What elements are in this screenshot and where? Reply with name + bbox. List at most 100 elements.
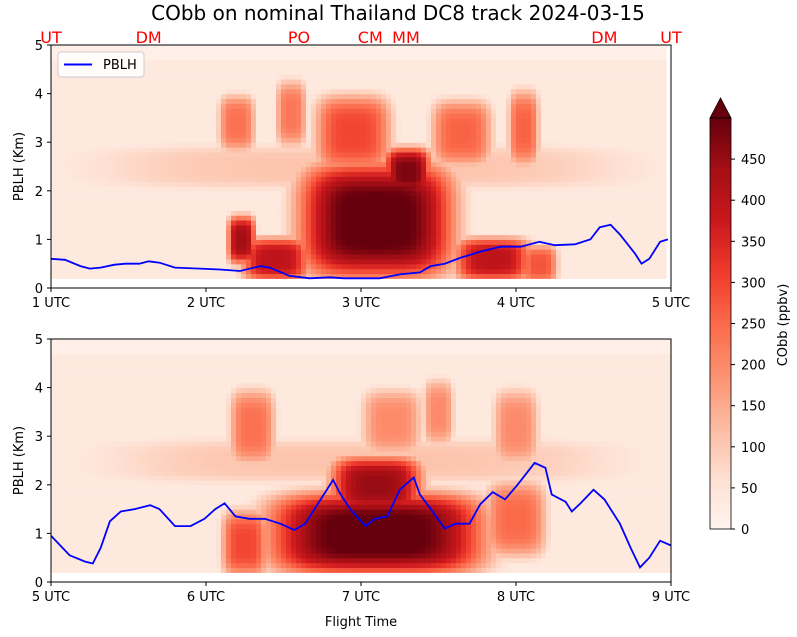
heatmap-cell [401, 74, 407, 80]
heatmap-cell [346, 93, 352, 100]
heatmap-cell [341, 224, 347, 231]
heatmap-cell [286, 253, 292, 260]
heatmap-cell [196, 161, 202, 168]
heatmap-cell [361, 239, 367, 245]
heatmap-cell [486, 185, 492, 192]
heatmap-cell [466, 268, 472, 275]
heatmap-cell [536, 64, 542, 70]
heatmap-cell [271, 113, 277, 119]
heatmap-cell [341, 132, 347, 138]
heatmap-cell [281, 195, 287, 202]
heatmap-cell [386, 171, 392, 177]
heatmap-cell [111, 161, 117, 168]
heatmap-cell [171, 176, 177, 182]
heatmap-cell [561, 132, 567, 138]
heatmap-cell [501, 161, 507, 168]
heatmap-cell [61, 249, 67, 255]
heatmap-cell [371, 103, 377, 109]
heatmap-cell [346, 253, 352, 260]
heatmap-cell [366, 74, 372, 80]
heatmap-cell [81, 166, 87, 172]
heatmap-cell [406, 205, 412, 211]
heatmap-cell [251, 151, 257, 158]
heatmap-cell [446, 122, 452, 129]
heatmap-cell [91, 108, 97, 114]
heatmap-cell [341, 234, 347, 240]
heatmap-cell [61, 210, 67, 216]
heatmap-cell [291, 185, 297, 192]
heatmap-cell [141, 88, 147, 95]
heatmap-cell [191, 190, 197, 197]
heatmap-cell [401, 215, 407, 221]
heatmap-cell [141, 142, 147, 148]
heatmap-cell [211, 54, 217, 61]
heatmap-cell [141, 151, 147, 158]
heatmap-cell [51, 195, 57, 202]
heatmap-cell [501, 205, 507, 211]
heatmap-cell [421, 156, 427, 163]
heatmap-cell [376, 113, 382, 119]
heatmap-cell [476, 185, 482, 192]
heatmap-cell [351, 205, 357, 211]
heatmap-cell [211, 195, 217, 202]
heatmap-cell [341, 156, 347, 163]
heatmap-cell [411, 137, 417, 143]
heatmap-cell [176, 64, 182, 70]
heatmap-cell [446, 113, 452, 119]
heatmap-cell [486, 122, 492, 129]
heatmap-cell [146, 59, 152, 66]
heatmap-cell [146, 161, 152, 168]
heatmap-cell [231, 108, 237, 114]
heatmap-cell [56, 108, 62, 114]
heatmap-cell [291, 229, 297, 236]
heatmap-cell [466, 142, 472, 148]
heatmap-cell [281, 166, 287, 172]
heatmap-cell [386, 45, 392, 51]
heatmap-cell [106, 113, 112, 119]
heatmap-cell [371, 219, 377, 226]
heatmap-cell [331, 258, 337, 265]
heatmap-cell [461, 273, 467, 279]
heatmap-cell [281, 224, 287, 231]
heatmap-cell [251, 205, 257, 211]
heatmap-cell [511, 156, 517, 163]
heatmap-cell [246, 205, 252, 211]
heatmap-cell [416, 137, 422, 143]
heatmap-cell [561, 108, 567, 114]
heatmap-cell [271, 79, 277, 85]
heatmap-cell [521, 137, 527, 143]
heatmap-cell [351, 74, 357, 80]
heatmap-cell [161, 137, 167, 143]
heatmap-cell [486, 151, 492, 158]
heatmap-cell [91, 224, 97, 231]
heatmap-cell [286, 93, 292, 100]
heatmap-cell [446, 171, 452, 177]
heatmap-cell [286, 161, 292, 168]
heatmap-cell [551, 79, 557, 85]
heatmap-cell [181, 258, 187, 265]
heatmap-cell [411, 229, 417, 236]
heatmap-cell [246, 127, 252, 134]
heatmap-cell [416, 151, 422, 158]
heatmap-cell [466, 263, 472, 270]
heatmap-cell [486, 93, 492, 100]
heatmap-cell [136, 234, 142, 240]
heatmap-cell [566, 171, 572, 177]
heatmap-cell [271, 234, 277, 240]
heatmap-cell [146, 108, 152, 114]
heatmap-cell [426, 156, 432, 163]
heatmap-cell [311, 176, 317, 182]
heatmap-cell [436, 239, 442, 245]
heatmap-cell [496, 185, 502, 192]
heatmap-cell [306, 103, 312, 109]
heatmap-cell [106, 215, 112, 221]
heatmap-cell [226, 54, 232, 61]
heatmap-cell [381, 215, 387, 221]
heatmap-cell [421, 244, 427, 250]
heatmap-cell [516, 263, 522, 270]
heatmap-cell [291, 234, 297, 240]
heatmap-cell [446, 234, 452, 240]
heatmap-cell [306, 210, 312, 216]
heatmap-cell [441, 268, 447, 275]
heatmap-cell [551, 54, 557, 61]
